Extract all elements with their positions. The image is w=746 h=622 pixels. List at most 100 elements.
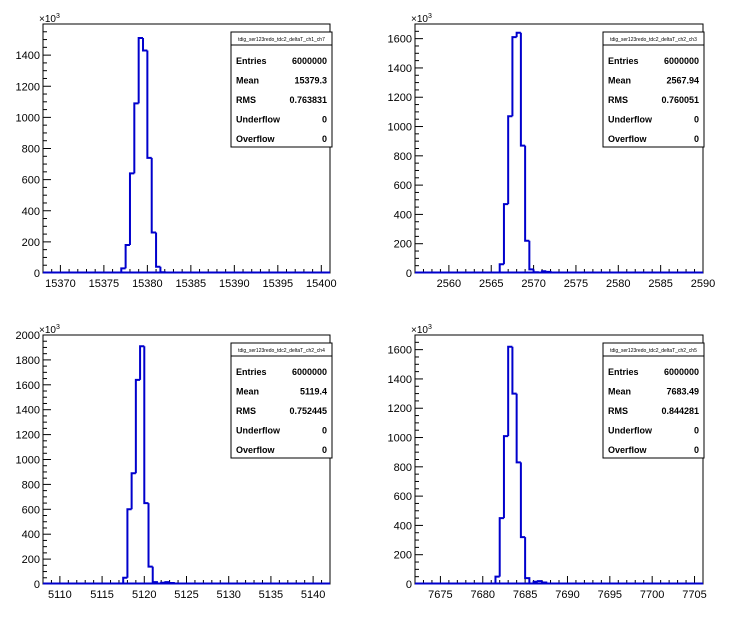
- stats-label-mean: Mean: [608, 387, 631, 397]
- stats-box: [602, 31, 705, 148]
- histogram-bin: [168, 582, 175, 585]
- stats-label-overflow: Overflow: [608, 134, 648, 144]
- histogram-name: tdig_ser123redo_tdc2_deltaT_ch2_ch5: [610, 348, 697, 354]
- x-tick-label: 5125: [174, 589, 198, 601]
- y-tick-label: 1600: [388, 34, 412, 46]
- stats-label-mean: Mean: [608, 76, 631, 86]
- histogram-bin: [519, 462, 526, 539]
- histogram-bin: [524, 537, 531, 584]
- stats-box: [602, 342, 705, 459]
- y-tick-label: 600: [22, 504, 40, 516]
- y-tick-label: 400: [22, 529, 40, 541]
- x-tick-label: 7675: [428, 589, 452, 601]
- y-tick-label: 800: [22, 479, 40, 491]
- histogram-bin: [494, 575, 500, 584]
- x-tick-label: 7680: [471, 589, 495, 601]
- x-tick-label: 5135: [259, 589, 283, 601]
- histogram-bin: [541, 270, 547, 273]
- stats-value-mean: 2567.94: [666, 76, 699, 86]
- y-tick-label: 1000: [16, 112, 40, 124]
- histogram-bin: [146, 50, 152, 159]
- stats-label-entries: Entries: [608, 56, 639, 66]
- histogram-bin: [545, 270, 552, 273]
- histogram-bin: [139, 345, 145, 380]
- stats-label-underflow: Underflow: [608, 426, 653, 436]
- histogram-bin: [126, 508, 132, 578]
- histogram-bin: [122, 576, 128, 584]
- histogram-bin: [128, 172, 135, 245]
- y-tick-label: 1200: [388, 92, 412, 104]
- stats-box: [230, 342, 333, 459]
- stats-label-entries: Entries: [236, 56, 267, 66]
- stats-value-mean: 7683.49: [666, 387, 699, 397]
- y-tick-label: 1200: [16, 81, 40, 93]
- histogram-bin: [502, 203, 509, 265]
- histogram-bin: [507, 115, 513, 205]
- stats-value-rms: 0.752445: [289, 406, 327, 416]
- y-tick-label: 600: [394, 180, 412, 192]
- y-exponent-label: ×103: [411, 13, 432, 25]
- y-tick-label: 1000: [388, 433, 412, 445]
- y-exponent-power: 3: [428, 13, 432, 20]
- y-exponent-power: 3: [56, 13, 60, 20]
- y-tick-label: 1800: [16, 355, 40, 367]
- stats-value-rms: 0.844281: [661, 406, 699, 416]
- x-tick-label: 5115: [90, 589, 114, 601]
- y-exponent-base: ×10: [39, 325, 56, 336]
- x-tick-label: 5120: [132, 589, 156, 601]
- histogram-bin: [511, 36, 517, 117]
- stats-value-overflow: 0: [322, 134, 327, 144]
- histogram-bin: [528, 240, 534, 271]
- histogram-bin: [164, 581, 170, 584]
- x-tick-label: 15380: [132, 278, 163, 290]
- stats-label-overflow: Overflow: [236, 445, 276, 455]
- y-tick-label: 200: [394, 239, 412, 251]
- y-tick-label: 600: [22, 175, 40, 187]
- y-tick-label: 1200: [16, 430, 40, 442]
- histogram-bin: [143, 346, 149, 505]
- histogram-bin: [159, 266, 166, 274]
- y-tick-label: 200: [22, 237, 40, 249]
- stats-label-entries: Entries: [608, 367, 639, 377]
- histogram-name: tdig_ser123redo_tdc2_deltaT_ch1_ch7: [238, 37, 325, 43]
- histogram-panel-2: 0 200 400 600 800 1000 1200 1400 1600 ×103 2560 256…: [388, 13, 716, 290]
- stats-value-overflow: 0: [694, 134, 699, 144]
- stats-value-rms: 0.760051: [661, 95, 699, 105]
- x-tick-label: 15375: [89, 278, 120, 290]
- histogram-bin: [519, 32, 526, 147]
- histogram-bin: [507, 345, 513, 437]
- stats-value-entries: 6000000: [664, 56, 699, 66]
- stats-value-underflow: 0: [694, 115, 699, 125]
- stats-value-underflow: 0: [322, 426, 327, 436]
- histogram-panel-3: 0 200 400 600 800 1000 1200 1400 1600 1800 2000 ×10…: [16, 324, 333, 601]
- histogram-bin: [524, 145, 530, 242]
- x-tick-label: 2590: [691, 278, 715, 290]
- x-tick-label: 2560: [437, 278, 461, 290]
- x-tick-label: 7695: [598, 589, 622, 601]
- stats-label-rms: RMS: [608, 406, 628, 416]
- stats-label-mean: Mean: [236, 76, 259, 86]
- y-tick-label: 1200: [388, 403, 412, 415]
- stats-value-overflow: 0: [694, 445, 699, 455]
- histogram-bin: [155, 232, 161, 268]
- y-tick-label: 200: [394, 550, 412, 562]
- y-tick-label: 0: [34, 579, 40, 591]
- y-tick-label: 800: [394, 462, 412, 474]
- x-tick-label: 2580: [606, 278, 630, 290]
- histogram-bin: [150, 157, 157, 234]
- stats-value-overflow: 0: [322, 445, 327, 455]
- histogram-bin: [120, 267, 126, 273]
- x-tick-label: 15400: [306, 278, 337, 290]
- y-exponent-label: ×103: [39, 13, 60, 25]
- stats-label-underflow: Underflow: [236, 426, 281, 436]
- stats-value-underflow: 0: [694, 426, 699, 436]
- stats-value-mean: 5119.4: [300, 387, 327, 397]
- stats-value-entries: 6000000: [664, 367, 699, 377]
- histogram-bin: [142, 38, 148, 52]
- stats-box: [230, 31, 333, 148]
- y-exponent-power: 3: [428, 324, 432, 331]
- histogram-bin: [124, 243, 130, 269]
- x-tick-label: 2585: [648, 278, 672, 290]
- histogram-bin: [137, 37, 144, 104]
